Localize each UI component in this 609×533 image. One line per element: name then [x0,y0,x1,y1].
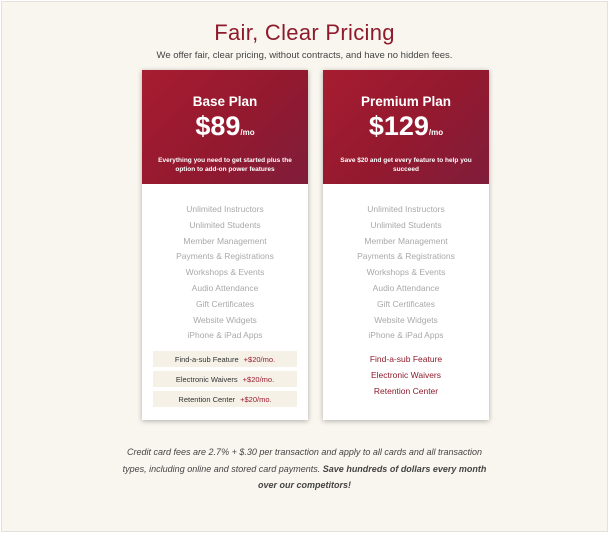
included-item: Find-a-sub Feature [369,354,443,365]
price-amount: $89 [195,111,241,141]
subtitle: We offer fair, clear pricing, without co… [156,50,453,61]
feature-item: Website Widgets [374,314,438,325]
feature-item: iPhone & iPad Apps [187,330,263,341]
feature-item: Unlimited Students [370,219,442,230]
feature-item: Workshops & Events [185,267,265,278]
feature-item: Workshops & Events [366,267,446,278]
addon-item: Electronic Waivers +$20/mo. [153,371,297,388]
addon-price: +$20/mo. [243,354,276,364]
plan-description: Save $20 and get every feature to help y… [340,157,472,173]
feature-item: Gift Certificates [195,298,255,309]
feature-item: Payments & Registrations [176,251,274,262]
feature-item: Member Management [364,235,448,246]
addon-name: Electronic Waivers [175,374,238,384]
addon-name: Find-a-sub Feature [174,354,239,364]
footer-emphasis: Save hundreds of dollars every month ove… [257,463,487,491]
addon-price: +$20/mo. [242,374,275,384]
plan-name: Base Plan [192,94,258,109]
plan-price: $129/mo [323,111,489,148]
page-title: Fair, Clear Pricing [214,20,395,45]
feature-item: iPhone & iPad Apps [368,330,444,341]
plan-card: Premium Plan $129/mo Save $20 and get ever… [323,70,489,420]
included-list: Find-a-sub Feature Electronic Waivers Rete… [323,351,489,399]
plan-name: Premium Plan [360,94,452,109]
feature-item: Website Widgets [193,314,257,325]
feature-item: Unlimited Students [189,219,261,230]
footer-note: Credit card fees are 2.7% + $.30 per tra… [122,444,487,494]
feature-item: Unlimited Instructors [367,204,445,214]
plan-card: Base Plan $89/mo Everything you need to ge… [142,70,308,420]
feature-item: Audio Attendance [372,282,440,293]
addon-list: Find-a-sub Feature +$20/mo. Electronic Wai… [142,351,308,408]
feature-list: Unlimited Instructors Unlimited Students M… [142,184,308,344]
feature-item: Member Management [183,235,267,246]
price-period: /mo [428,128,444,137]
addon-price: +$20/mo. [240,394,272,404]
plan-price: $89/mo [142,111,308,148]
feature-list: Unlimited Instructors Unlimited Students M… [323,184,489,344]
plan-header: Premium Plan $129/mo Save $20 and get ever… [323,70,489,184]
footer-text: Credit card fees are 2.7% + $.30 per tra… [122,447,482,474]
price-amount: $129 [368,111,429,141]
feature-item: Unlimited Instructors [186,204,264,214]
included-item: Electronic Waivers [370,370,442,381]
included-item: Retention Center [373,386,439,397]
addon-item: Find-a-sub Feature +$20/mo. [153,351,297,368]
addon-name: Retention Center [178,394,236,404]
addon-item: Retention Center +$20/mo. [153,391,297,408]
price-period: /mo [240,128,255,137]
feature-item: Gift Certificates [376,298,436,309]
plan-header: Base Plan $89/mo Everything you need to ge… [142,70,308,184]
plan-description: Everything you need to get started plus … [158,157,292,173]
feature-item: Payments & Registrations [357,251,455,262]
feature-item: Audio Attendance [191,282,259,293]
